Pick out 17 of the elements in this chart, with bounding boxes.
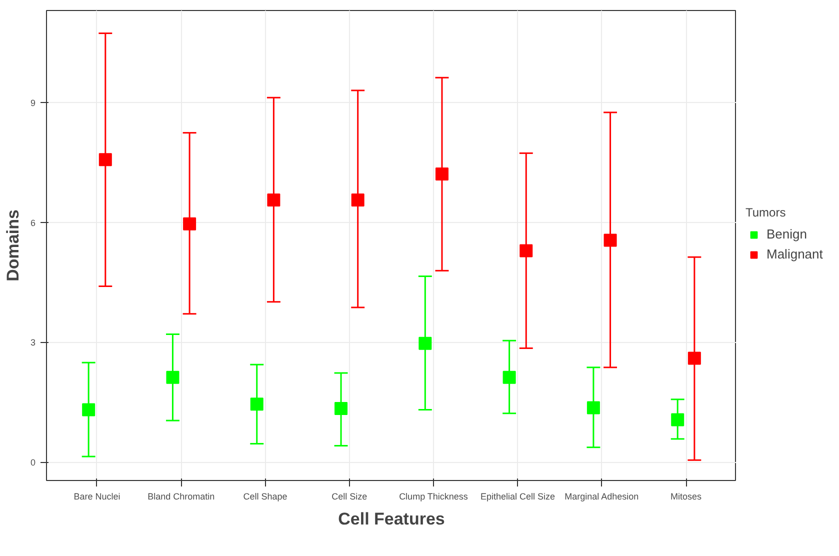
legend-label: Malignant [766,246,824,262]
x-tick-label: Clump Thickness [399,492,468,502]
y-axis-title: Domains [3,210,22,282]
y-tick-label: 3 [30,338,36,348]
x-tick-label: Epithelial Cell Size [480,492,555,502]
x-tick-label: Cell Shape [243,492,288,502]
x-tick-label: Cell Size [332,492,368,502]
y-tick-label: 6 [30,218,36,228]
x-tick-label: Bare Nuclei [74,492,120,502]
y-tick-label: 0 [30,458,36,468]
legend-label: Benign [766,226,808,242]
legend-title: Tumors [746,205,787,219]
x-axis-title: Cell Features [338,510,445,528]
x-tick-label: Marginal Adhesion [564,492,639,502]
x-tick-label: Mitoses [670,492,702,502]
y-tick-label: 9 [30,98,36,108]
x-tick-label: Bland Chromatin [148,492,215,502]
